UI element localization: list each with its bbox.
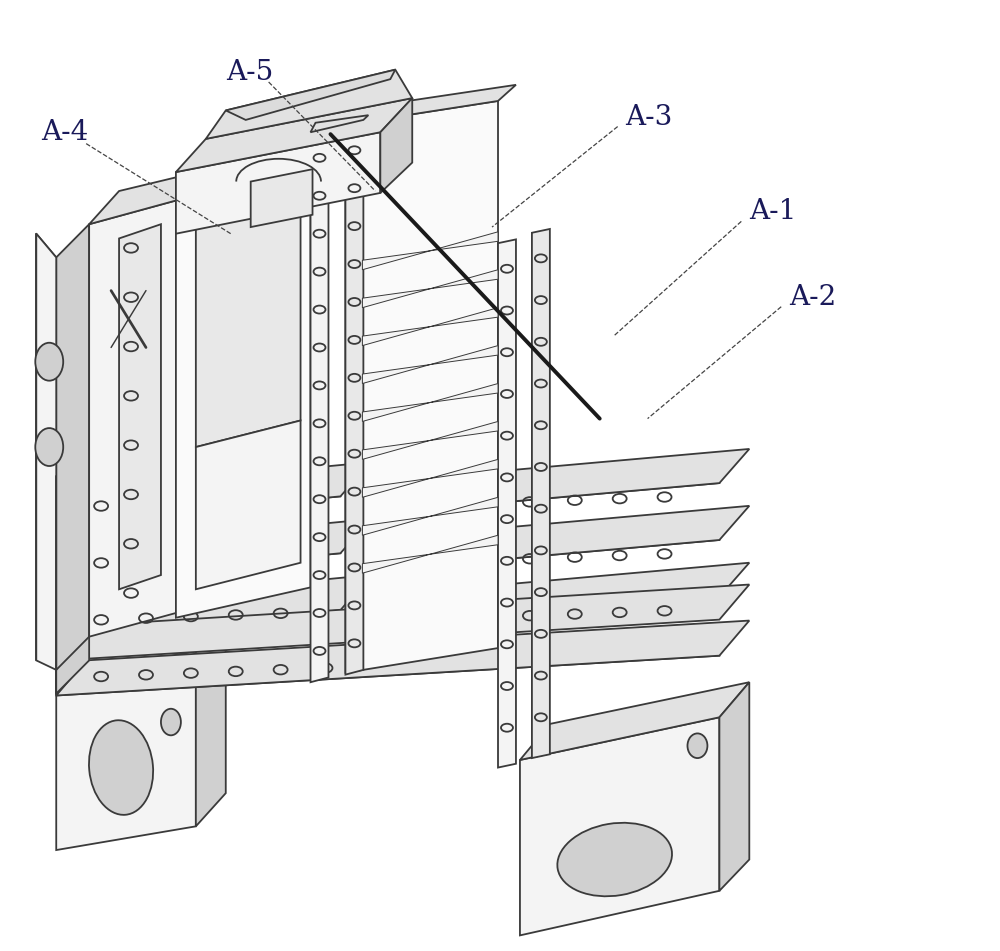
Polygon shape	[36, 234, 56, 670]
Polygon shape	[532, 229, 550, 758]
Polygon shape	[56, 626, 719, 695]
Polygon shape	[420, 514, 719, 567]
Polygon shape	[420, 571, 719, 624]
Polygon shape	[362, 308, 498, 345]
Polygon shape	[59, 462, 370, 523]
Polygon shape	[56, 618, 226, 679]
Polygon shape	[420, 449, 749, 510]
Polygon shape	[345, 120, 363, 674]
Polygon shape	[59, 519, 370, 580]
Polygon shape	[362, 459, 498, 497]
Ellipse shape	[687, 733, 707, 758]
Polygon shape	[311, 115, 368, 132]
Polygon shape	[362, 383, 498, 421]
Polygon shape	[56, 442, 89, 693]
Polygon shape	[362, 497, 498, 535]
Polygon shape	[719, 682, 749, 891]
Text: A-3: A-3	[625, 104, 672, 130]
Polygon shape	[56, 650, 196, 850]
Polygon shape	[59, 582, 340, 637]
Polygon shape	[380, 98, 412, 193]
Polygon shape	[196, 420, 301, 590]
Polygon shape	[59, 525, 340, 580]
Polygon shape	[56, 224, 89, 670]
Polygon shape	[520, 717, 719, 936]
Ellipse shape	[35, 342, 63, 380]
Polygon shape	[59, 585, 749, 660]
Polygon shape	[420, 506, 749, 567]
Polygon shape	[56, 621, 749, 695]
Polygon shape	[420, 563, 749, 624]
Polygon shape	[311, 127, 328, 682]
Ellipse shape	[161, 708, 181, 735]
Ellipse shape	[89, 720, 153, 815]
Polygon shape	[251, 169, 313, 227]
Polygon shape	[206, 69, 412, 139]
Polygon shape	[520, 682, 749, 760]
Polygon shape	[119, 224, 161, 590]
Polygon shape	[498, 240, 516, 767]
Polygon shape	[345, 85, 516, 125]
Ellipse shape	[557, 823, 672, 896]
Polygon shape	[89, 170, 206, 224]
Text: A-4: A-4	[41, 119, 89, 146]
Polygon shape	[362, 232, 498, 270]
Polygon shape	[420, 456, 719, 510]
Ellipse shape	[35, 428, 63, 466]
Text: A-1: A-1	[749, 199, 797, 225]
Polygon shape	[59, 468, 340, 523]
Polygon shape	[362, 535, 498, 573]
Polygon shape	[362, 270, 498, 308]
Polygon shape	[196, 193, 301, 447]
Polygon shape	[345, 101, 498, 672]
Polygon shape	[176, 98, 412, 172]
Text: A-5: A-5	[226, 59, 273, 86]
Polygon shape	[59, 575, 370, 637]
Polygon shape	[176, 170, 311, 618]
Polygon shape	[176, 132, 380, 234]
Text: A-2: A-2	[789, 283, 836, 311]
Polygon shape	[362, 421, 498, 459]
Polygon shape	[89, 201, 176, 637]
Polygon shape	[362, 345, 498, 383]
Polygon shape	[226, 69, 395, 120]
Polygon shape	[196, 618, 226, 826]
